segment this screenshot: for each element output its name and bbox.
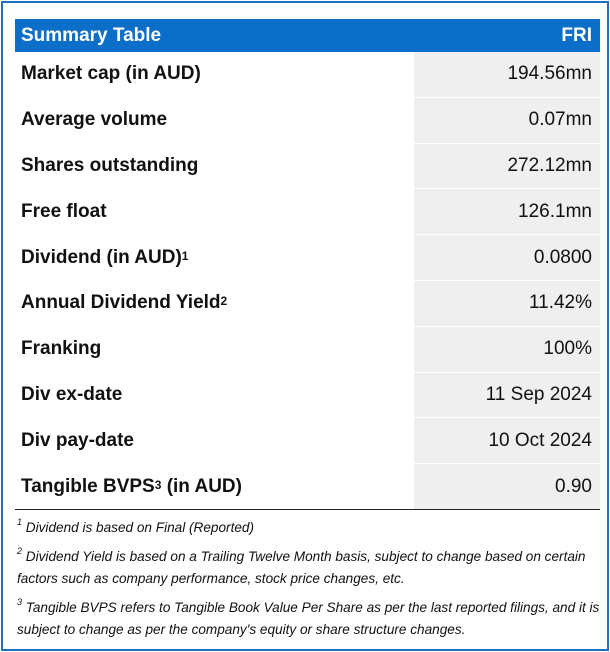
footnote: 3 Tangible BVPS refers to Tangible Book … [17,597,600,637]
table-row: Free float 126.1mn [15,189,600,236]
row-label: Tangible BVPS 3 (in AUD) [21,475,242,497]
table-title: Summary Table [21,24,162,46]
table-row: Annual Dividend Yield 2 11.42% [15,280,600,327]
summary-table: Summary Table FRI Market cap (in AUD) 19… [15,19,600,510]
ticker-label: FRI [561,24,592,46]
row-label: Annual Dividend Yield 2 [21,292,228,314]
row-value: 11.42% [413,280,600,326]
table-row: Dividend (in AUD) 1 0.0800 [15,235,600,281]
row-value: 126.1mn [413,189,600,235]
row-value: 0.0800 [413,235,600,280]
row-value: 100% [413,326,600,372]
row-value: 0.90 [413,464,600,509]
row-label: Div pay-date [21,429,134,451]
table-row: Franking 100% [15,326,600,373]
footnote: 2 Dividend Yield is based on a Trailing … [17,546,586,586]
table-row: Average volume 0.07mn [15,97,600,144]
table-row: Tangible BVPS 3 (in AUD) 0.90 [15,464,600,510]
row-value: 272.12mn [413,143,600,189]
footnotes: 1 Dividend is based on Final (Reported) … [17,517,607,648]
row-value: 194.56mn [413,52,600,97]
row-label: Shares outstanding [21,154,199,176]
table-header: Summary Table FRI [15,19,600,52]
row-value: 10 Oct 2024 [413,418,600,464]
row-label: Average volume [21,109,168,131]
row-label: Market cap (in AUD) [21,63,201,85]
row-value: 0.07mn [413,97,600,143]
row-value: 11 Sep 2024 [413,372,600,418]
footnote: 1 Dividend is based on Final (Reported) [17,517,254,535]
table-row: Shares outstanding 272.12mn [15,143,600,190]
table-row: Div ex-date 11 Sep 2024 [15,372,600,419]
row-label: Franking [21,338,102,360]
table-row: Div pay-date 10 Oct 2024 [15,418,600,465]
table-row: Market cap (in AUD) 194.56mn [15,52,600,98]
row-label: Div ex-date [21,383,123,405]
row-label: Free float [21,200,107,222]
row-label: Dividend (in AUD) 1 [21,246,189,268]
